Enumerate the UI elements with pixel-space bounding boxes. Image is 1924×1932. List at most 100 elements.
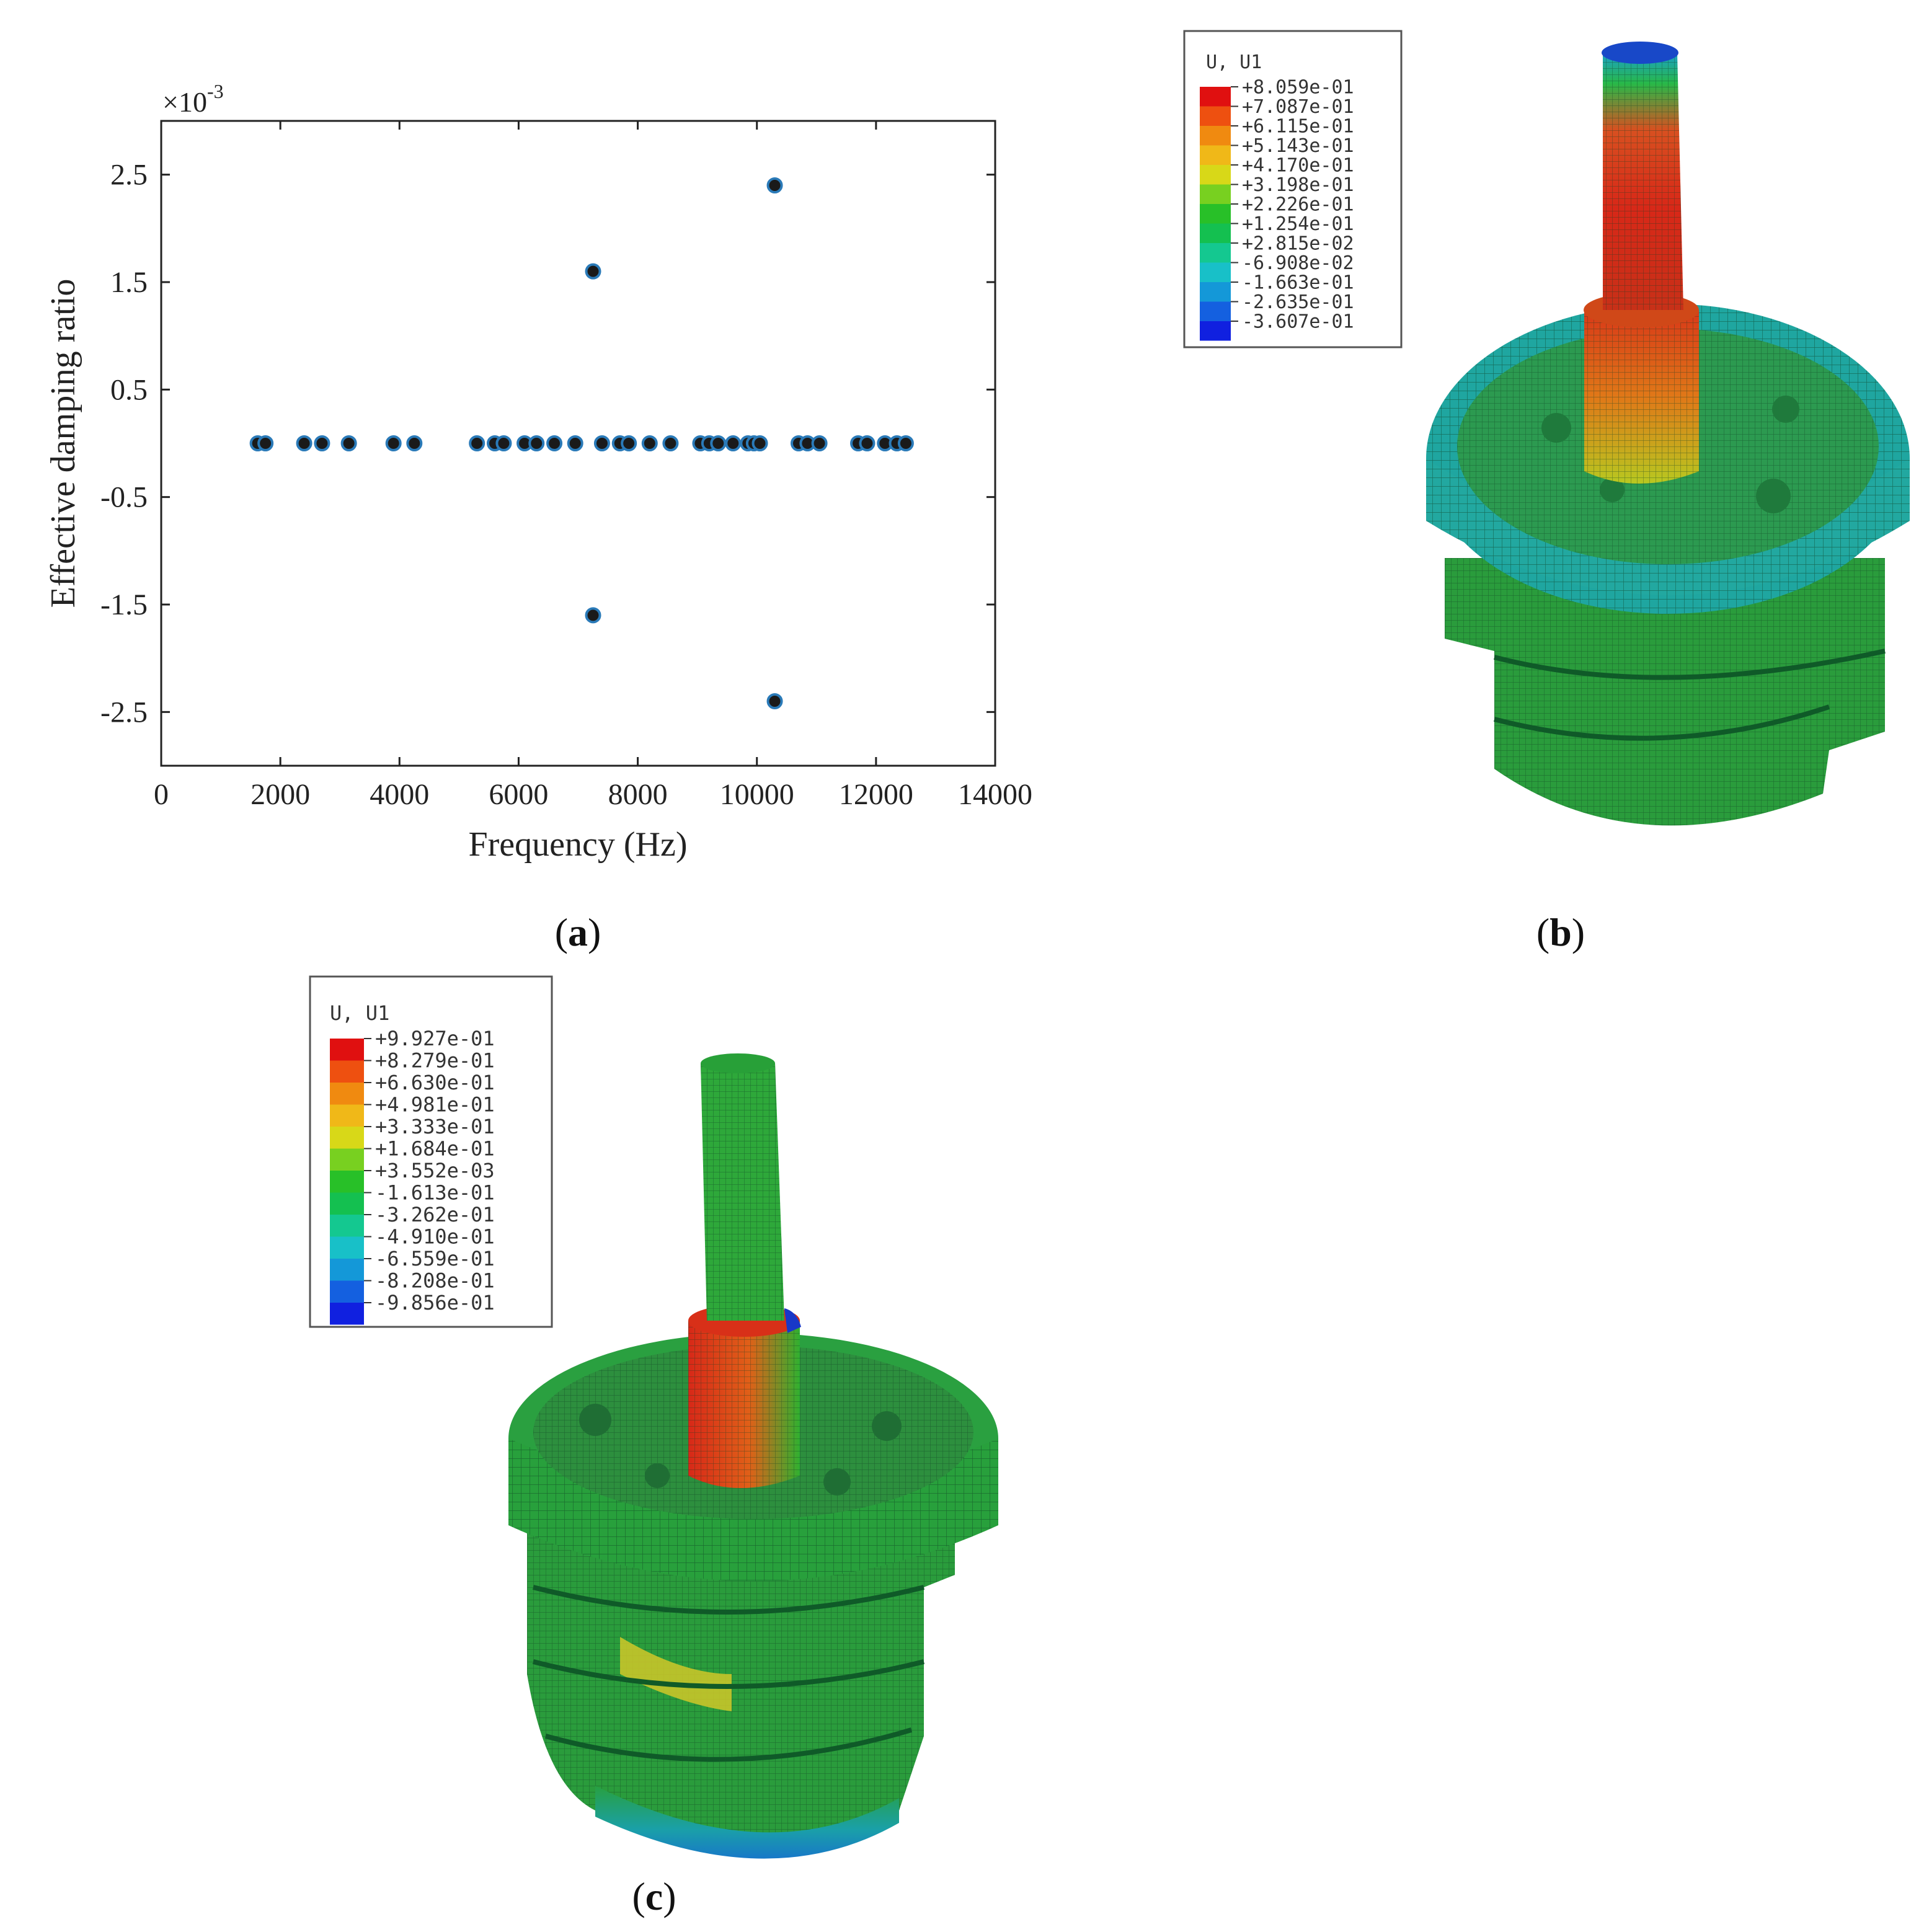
legend-c-title: U, U1 — [330, 1001, 389, 1025]
legend-swatch — [330, 1060, 364, 1083]
panel-b-label: (b) — [1536, 910, 1585, 954]
legend-value: -1.613e-01 — [375, 1181, 495, 1205]
x-tick-label: 6000 — [489, 778, 548, 811]
x-axis-ticks: 0 2000 4000 6000 8000 10000 12000 14000 — [154, 121, 1032, 811]
scatter-point — [766, 693, 783, 709]
scatter-point — [766, 177, 783, 193]
legend-value: +6.630e-01 — [375, 1071, 495, 1094]
legend-value: +5.143e-01 — [1242, 135, 1354, 157]
legend-swatch — [1200, 321, 1231, 341]
x-tick-label: 14000 — [958, 778, 1032, 811]
y-tick-label: 0.5 — [110, 373, 148, 406]
legend-swatch — [1200, 243, 1231, 263]
legend-swatch — [330, 1171, 364, 1193]
legend-value: -2.635e-01 — [1242, 291, 1354, 313]
legend-value: -6.559e-01 — [375, 1247, 495, 1270]
legend-swatch — [1200, 106, 1231, 126]
legend-value: -1.663e-01 — [1242, 272, 1354, 294]
scatter-point — [546, 435, 563, 451]
x-tick-label: 0 — [154, 778, 169, 811]
scatter-point — [897, 435, 914, 451]
legend-swatch — [1200, 165, 1231, 185]
legend-swatch — [330, 1236, 364, 1259]
y-axis-label: Effective damping ratio — [44, 279, 82, 608]
legend-swatch — [330, 1303, 364, 1325]
x-tick-label: 8000 — [608, 778, 668, 811]
x-tick-label: 10000 — [720, 778, 794, 811]
legend-value: -6.908e-02 — [1242, 252, 1354, 274]
x-tick-label: 4000 — [370, 778, 429, 811]
scatter-point — [751, 435, 768, 451]
panel-b-fea-render: U, U1 +8.059e-01+7.087e-01+6.115e-01+5.1… — [1183, 30, 1910, 954]
scatter-point — [567, 435, 583, 451]
scatter-point — [314, 435, 330, 451]
scatter-point — [641, 435, 658, 451]
legend-swatch — [1200, 126, 1231, 146]
legend-value: -9.856e-01 — [375, 1291, 495, 1314]
legend-value: +7.087e-01 — [1242, 96, 1354, 118]
scatter-point — [621, 435, 637, 451]
panel-a-label: (a) — [555, 910, 601, 954]
x-tick-label: 2000 — [250, 778, 310, 811]
model-c — [508, 1053, 998, 1859]
legend-value: +4.981e-01 — [375, 1093, 495, 1117]
scatter-point — [585, 263, 601, 280]
x-axis-label: Frequency (Hz) — [469, 825, 688, 864]
model-b — [1426, 42, 1910, 826]
legend-swatch — [1200, 223, 1231, 243]
legend-swatch — [330, 1104, 364, 1127]
legend-swatch — [1200, 145, 1231, 165]
scatter-point — [340, 435, 357, 451]
legend-value: -4.910e-01 — [375, 1225, 495, 1249]
scatter-point — [811, 435, 828, 451]
y-tick-label: 2.5 — [110, 159, 148, 192]
legend-value: -3.607e-01 — [1242, 311, 1354, 333]
legend-swatch — [1200, 262, 1231, 282]
legend-swatch — [330, 1127, 364, 1149]
legend-swatch — [1200, 87, 1231, 107]
panel-c-fea-render: U, U1 +9.927e-01+8.279e-01+6.630e-01+4.9… — [309, 975, 998, 1918]
scatter-point — [296, 435, 313, 451]
legend-swatch — [330, 1083, 364, 1105]
panel-c-label: (c) — [632, 1874, 676, 1918]
scatter-point — [406, 435, 423, 451]
legend-swatch — [330, 1280, 364, 1303]
y-axis-ticks: 2.5 1.5 0.5 -0.5 -1.5 -2.5 — [100, 159, 995, 729]
legend-b: U, U1 +8.059e-01+7.087e-01+6.115e-01+5.1… — [1183, 30, 1403, 348]
legend-value: +1.254e-01 — [1242, 213, 1354, 235]
legend-value: +2.815e-02 — [1242, 233, 1354, 255]
legend-value: -8.208e-01 — [375, 1269, 495, 1293]
scatter-point — [593, 435, 610, 451]
legend-value: +1.684e-01 — [375, 1137, 495, 1161]
scatter-point — [469, 435, 485, 451]
legend-value: -3.262e-01 — [375, 1203, 495, 1226]
legend-swatch — [330, 1259, 364, 1281]
legend-value: +4.170e-01 — [1242, 155, 1354, 177]
scatter-point — [528, 435, 545, 451]
legend-swatch — [330, 1215, 364, 1237]
legend-value: +3.333e-01 — [375, 1115, 495, 1138]
legend-value: +8.059e-01 — [1242, 77, 1354, 99]
legend-swatch — [330, 1192, 364, 1215]
scatter-point — [662, 435, 679, 451]
legend-swatch — [1200, 282, 1231, 302]
scatter-points — [249, 177, 914, 709]
legend-b-scale: +8.059e-01+7.087e-01+6.115e-01+5.143e-01… — [1200, 77, 1354, 341]
scatter-point — [385, 435, 402, 451]
panel-a-chart: 0 2000 4000 6000 8000 10000 12000 14000 2.51.50… — [44, 80, 1032, 954]
legend-value: +9.927e-01 — [375, 1027, 495, 1050]
scatter-point — [710, 435, 727, 451]
legend-value: +8.279e-01 — [375, 1049, 495, 1073]
legend-value: +3.198e-01 — [1242, 174, 1354, 196]
legend-c-scale: +9.927e-01+8.279e-01+6.630e-01+4.981e-01… — [330, 1027, 495, 1325]
scatter-point — [495, 435, 512, 451]
legend-swatch — [1200, 301, 1231, 321]
plot-frame — [160, 120, 996, 767]
legend-c: U, U1 +9.927e-01+8.279e-01+6.630e-01+4.9… — [309, 975, 553, 1328]
legend-b-title: U, U1 — [1206, 51, 1262, 73]
legend-swatch — [330, 1148, 364, 1171]
y-tick-label: -1.5 — [100, 588, 148, 621]
y-tick-label: 1.5 — [110, 266, 148, 299]
y-tick-label: -0.5 — [100, 481, 148, 514]
